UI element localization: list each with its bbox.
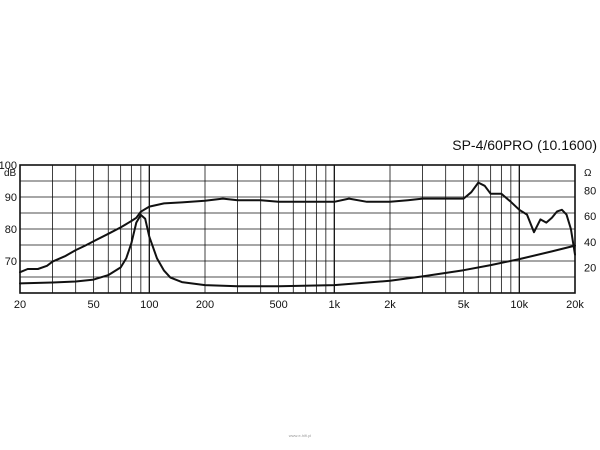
plot-frame [19, 164, 576, 294]
chart-title: SP-4/60PRO (10.1600) [452, 137, 597, 153]
x-tick-label: 2k [384, 299, 396, 311]
left-axis-unit: dB [4, 168, 17, 179]
x-tick-label: 100 [140, 299, 158, 311]
right-tick-label: 80 [584, 186, 596, 198]
left-tick-label: 80 [5, 224, 17, 236]
x-tick-label: 20 [14, 299, 26, 311]
left-tick-label: 100 [0, 160, 17, 172]
left-tick-label: 90 [5, 192, 17, 204]
grid [20, 165, 575, 293]
right-tick-label: 20 [584, 262, 596, 274]
x-tick-label: 50 [87, 299, 99, 311]
x-tick-label: 20k [566, 299, 584, 311]
watermark: www.e-hifi.pl [289, 433, 312, 438]
right-tick-label: 40 [584, 237, 596, 249]
x-tick-label: 10k [510, 299, 528, 311]
series-group [19, 181, 576, 288]
x-tick-label: 1k [328, 299, 340, 311]
spl-curve [19, 181, 576, 274]
x-tick-label: 200 [196, 299, 214, 311]
tick-labels: 20 50 100 200 500 1k 2k 5k 10k 20k 70 80 90 100 20 40 60… [0, 160, 596, 311]
impedance-curve [19, 213, 576, 288]
right-axis-unit: Ω [584, 168, 592, 179]
x-tick-label: 500 [269, 299, 287, 311]
x-tick-label: 5k [458, 299, 470, 311]
left-tick-label: 70 [5, 256, 17, 268]
right-tick-label: 60 [584, 211, 596, 223]
